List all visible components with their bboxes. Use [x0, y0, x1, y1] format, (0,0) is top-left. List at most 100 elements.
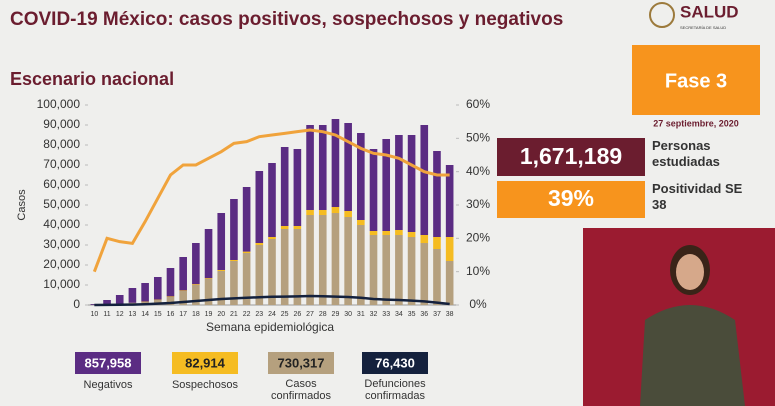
total-box — [268, 352, 334, 374]
panel-value: 1,671,189 — [520, 143, 622, 169]
bar — [395, 230, 403, 235]
total-box — [75, 352, 141, 374]
bar — [179, 291, 187, 305]
bar — [204, 278, 213, 279]
bar — [433, 151, 441, 237]
bar — [179, 290, 187, 291]
bar — [331, 207, 340, 213]
subtitle: Escenario nacional — [10, 69, 174, 89]
bar — [242, 187, 251, 252]
total-value: 76,430 — [375, 355, 415, 370]
bar — [280, 229, 289, 305]
x-tick-label: 19 — [205, 311, 213, 318]
bar — [382, 231, 391, 235]
bar — [318, 125, 327, 210]
bar — [268, 163, 276, 237]
bar — [331, 119, 340, 207]
x-tick-label: 36 — [420, 311, 428, 318]
x-tick-label: 32 — [370, 311, 378, 318]
bar — [217, 213, 226, 270]
bar — [420, 243, 429, 305]
bar — [395, 235, 403, 305]
y2-tick-label: 10% — [466, 264, 490, 278]
x-tick-label: 14 — [141, 311, 149, 318]
bar — [395, 135, 403, 230]
x-tick-label: 27 — [306, 311, 314, 318]
bar — [369, 231, 378, 235]
panel-label-wrap: Positividad SE 38 — [652, 181, 742, 212]
bar — [192, 284, 200, 285]
logo-emblem — [649, 2, 675, 28]
bar — [382, 139, 391, 231]
bar — [115, 295, 124, 304]
y2-tick-label: 40% — [466, 164, 490, 178]
y-tick-label: 70,000 — [43, 157, 80, 171]
panel-value: 39% — [548, 185, 594, 211]
y-tick-label: 10,000 — [43, 277, 80, 291]
bar — [357, 133, 365, 220]
bar — [433, 237, 441, 249]
bar — [242, 253, 251, 305]
bar — [192, 285, 200, 305]
total-value: 82,914 — [185, 355, 226, 370]
bar — [217, 271, 226, 305]
bar — [280, 226, 289, 229]
bar — [230, 260, 238, 261]
x-tick-label: 13 — [129, 311, 137, 318]
bar — [433, 249, 441, 305]
y2-tick-label: 0% — [469, 297, 487, 311]
bar — [166, 296, 175, 297]
x-tick-label: 29 — [332, 311, 340, 318]
x-tick-label: 21 — [230, 311, 238, 318]
bar — [407, 237, 416, 305]
bar — [128, 288, 137, 303]
panel-box — [497, 181, 645, 218]
x-tick-label: 28 — [319, 311, 327, 318]
y2-tick-label: 20% — [466, 231, 490, 245]
bar — [255, 171, 264, 243]
y2-tick-label: 50% — [466, 131, 490, 145]
bar — [369, 149, 378, 231]
y-tick-label: 60,000 — [43, 177, 80, 191]
total-label: Defunciones confirmadas — [364, 378, 426, 402]
bar — [331, 213, 340, 305]
total-label: Casos confirmados — [271, 378, 331, 402]
bar — [407, 232, 416, 237]
bar — [166, 268, 175, 297]
x-tick-label: 22 — [243, 311, 251, 318]
interpreter-face — [676, 254, 704, 290]
bar — [318, 215, 327, 305]
bar — [179, 257, 187, 291]
logo: SALUD — [680, 2, 739, 21]
bar — [420, 125, 429, 235]
phase-box — [632, 45, 760, 115]
line — [92, 128, 450, 273]
bar — [344, 211, 352, 217]
x-tick-label: 30 — [344, 311, 352, 318]
y-axis-label: Casos — [16, 189, 28, 221]
y2-tick-label: 30% — [466, 197, 490, 211]
total-value: 857,958 — [85, 355, 132, 370]
title: COVID-19 México: casos positivos, sospec… — [10, 9, 563, 30]
panel-label: Personas estudiadas — [652, 138, 720, 169]
x-tick-label: 31 — [357, 311, 365, 318]
bar — [103, 300, 111, 305]
bar — [382, 235, 391, 305]
x-tick-label: 24 — [268, 311, 276, 318]
x-tick-label: 26 — [293, 311, 301, 318]
bar — [357, 220, 365, 225]
x-tick-label: 23 — [255, 311, 263, 318]
x-tick-label: 35 — [408, 311, 416, 318]
x-tick-label: 12 — [116, 311, 124, 318]
bar — [204, 279, 213, 305]
total-value: 730,317 — [278, 355, 325, 370]
x-tick-label: 20 — [217, 311, 225, 318]
bar — [141, 283, 149, 302]
bar — [153, 277, 162, 300]
total-box — [362, 352, 428, 374]
y2-tick-label: 60% — [466, 97, 490, 111]
interpreter-body — [640, 305, 745, 406]
bar — [192, 243, 200, 285]
